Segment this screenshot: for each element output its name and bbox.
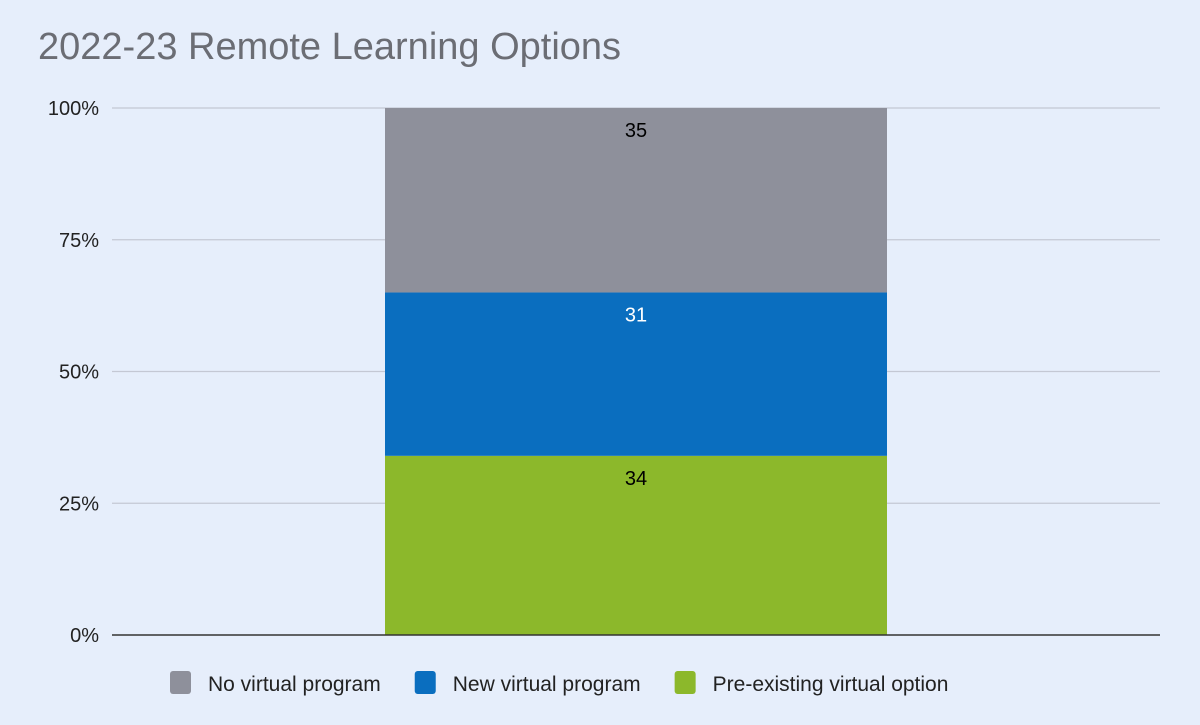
y-tick-label: 100%: [48, 98, 99, 120]
data-label: 31: [625, 304, 647, 326]
legend-swatch: [170, 671, 191, 694]
data-label: 34: [625, 468, 647, 490]
y-tick-label: 50%: [59, 362, 99, 384]
legend-swatch: [674, 671, 696, 694]
y-tick-label: 25%: [59, 493, 99, 515]
bar-segment: [385, 292, 887, 456]
y-tick-label: 75%: [59, 230, 99, 252]
legend-label: No virtual program: [208, 673, 381, 696]
legend-swatch: [414, 671, 436, 694]
bar-segment: [385, 455, 887, 635]
legend-label: Pre-existing virtual option: [713, 673, 949, 696]
chart-title: 2022-23 Remote Learning Options: [38, 26, 622, 68]
y-tick-label: 0%: [70, 625, 99, 647]
legend-label: New virtual program: [453, 673, 641, 696]
data-label: 35: [625, 120, 647, 142]
bar-segment: [385, 108, 887, 293]
